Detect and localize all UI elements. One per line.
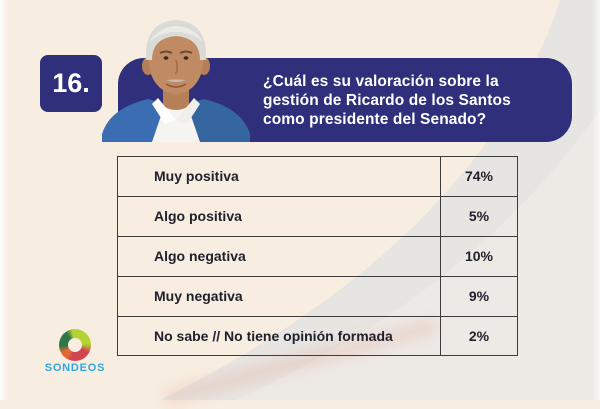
row-label: No sabe // No tiene opinión formada — [117, 315, 441, 357]
row-label: Muy positiva — [117, 156, 441, 197]
question-text-content: ¿Cuál es su valoración sobre la gestión … — [263, 72, 511, 128]
table-row: No sabe // No tiene opinión formada 2% — [117, 315, 518, 357]
row-label: Algo positiva — [117, 195, 441, 237]
portrait-photo — [102, 8, 250, 142]
person-portrait-icon — [102, 20, 250, 142]
right-edge-highlight — [592, 0, 600, 400]
question-number-badge: 16. — [40, 55, 102, 112]
row-label: Algo negativa — [117, 235, 441, 277]
table-row: Algo negativa 10% — [117, 235, 518, 277]
table-row: Algo positiva 5% — [117, 195, 518, 237]
results-table: Muy positiva 74% Algo positiva 5% Algo n… — [117, 156, 518, 357]
row-label: Muy negativa — [117, 275, 441, 317]
row-value: 2% — [440, 315, 518, 357]
row-value: 10% — [440, 235, 518, 277]
table-row: Muy negativa 9% — [117, 275, 518, 317]
row-value: 74% — [440, 156, 518, 197]
question-number-label: 16. — [52, 68, 90, 98]
donut-ring-icon — [59, 329, 91, 361]
row-value: 5% — [440, 195, 518, 237]
brand-name: SONDEOS — [44, 362, 106, 374]
row-value: 9% — [440, 275, 518, 317]
brand-logo: SONDEOS — [40, 329, 110, 374]
left-edge-highlight — [0, 0, 8, 400]
table-row: Muy positiva 74% — [117, 156, 518, 197]
results-table-body: Muy positiva 74% Algo positiva 5% Algo n… — [117, 156, 518, 357]
question-text: ¿Cuál es su valoración sobre la gestión … — [263, 58, 555, 142]
